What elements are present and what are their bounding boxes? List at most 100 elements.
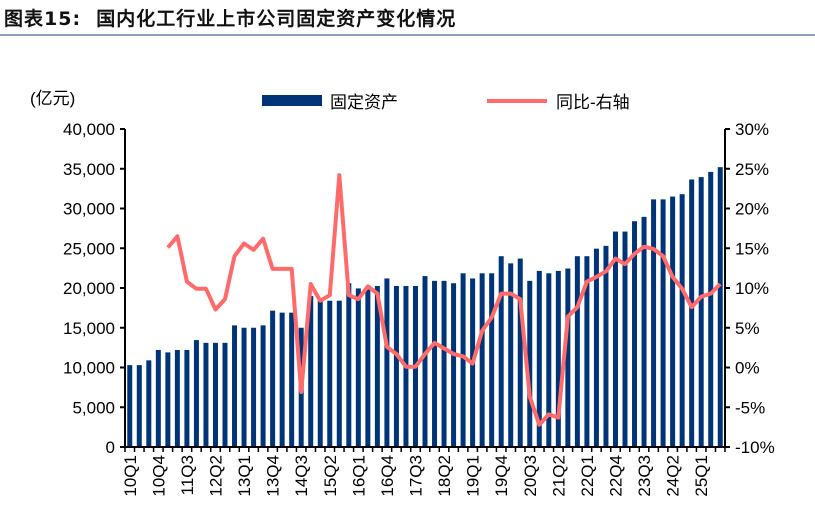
x-tick-label: 17Q3 xyxy=(406,455,425,497)
bar xyxy=(127,365,133,447)
bar xyxy=(479,273,485,447)
left-tick-label: 35,000 xyxy=(63,160,115,179)
bar xyxy=(651,199,657,447)
left-tick-label: 10,000 xyxy=(63,359,115,378)
x-tick-label: 25Q1 xyxy=(692,455,711,497)
bar xyxy=(174,350,180,447)
x-tick-label: 24Q2 xyxy=(664,455,683,497)
x-tick-label: 19Q4 xyxy=(492,455,511,497)
bar xyxy=(498,256,504,447)
bar xyxy=(460,273,466,447)
bar xyxy=(203,342,209,447)
title-divider xyxy=(0,34,815,36)
x-tick-label: 12Q2 xyxy=(206,455,225,497)
x-tick-label: 13Q4 xyxy=(264,455,283,497)
bar xyxy=(193,340,199,447)
bar xyxy=(336,300,342,447)
left-tick-label: 20,000 xyxy=(63,279,115,298)
right-tick-label: -10% xyxy=(735,438,775,457)
bar xyxy=(184,350,190,447)
x-tick-label: 20Q3 xyxy=(521,455,540,497)
x-tick-label: 10Q1 xyxy=(121,455,140,497)
bar xyxy=(136,365,142,447)
x-tick-label: 15Q2 xyxy=(321,455,340,497)
left-tick-label: 25,000 xyxy=(63,239,115,258)
bar xyxy=(393,286,399,447)
bar xyxy=(374,286,380,447)
bar xyxy=(603,245,609,447)
x-tick-label: 22Q1 xyxy=(578,455,597,497)
bar xyxy=(222,342,228,447)
unit-label: (亿元) xyxy=(30,89,75,108)
left-tick-label: 15,000 xyxy=(63,319,115,338)
bar xyxy=(384,278,390,447)
x-tick-label: 10Q4 xyxy=(149,455,168,497)
legend-bar-label: 固定资产 xyxy=(330,93,398,112)
bar xyxy=(660,199,666,447)
bar xyxy=(260,325,266,447)
bar xyxy=(527,280,533,447)
bar xyxy=(489,273,495,447)
bar xyxy=(612,231,618,447)
bar xyxy=(146,360,152,447)
left-tick-label: 5,000 xyxy=(72,398,115,417)
bar xyxy=(346,283,352,447)
bar xyxy=(241,327,247,447)
bar xyxy=(698,177,704,447)
x-tick-label: 16Q1 xyxy=(349,455,368,497)
legend-line-label: 同比-右轴 xyxy=(556,93,630,112)
bar xyxy=(584,256,590,447)
bar xyxy=(270,310,276,447)
bar xyxy=(508,263,514,447)
legend-bar-swatch xyxy=(262,95,322,106)
left-tick-label: 40,000 xyxy=(63,120,115,139)
x-tick-label: 16Q4 xyxy=(378,455,397,497)
bar xyxy=(432,280,438,447)
bar xyxy=(451,283,457,447)
bar xyxy=(622,231,628,447)
bar xyxy=(441,280,447,447)
bar xyxy=(546,273,552,447)
bar xyxy=(574,256,580,447)
bar xyxy=(517,258,523,447)
right-tick-label: 30% xyxy=(735,120,769,139)
bar xyxy=(593,248,599,447)
bar xyxy=(670,196,676,447)
bar xyxy=(289,312,295,447)
x-tick-label: 14Q3 xyxy=(292,455,311,497)
figure-title: 图表15: 国内化工行业上市公司固定资产变化情况 xyxy=(4,8,457,30)
bar xyxy=(327,300,333,447)
x-tick-label: 11Q3 xyxy=(178,455,197,495)
left-tick-label: 30,000 xyxy=(63,200,115,219)
bar xyxy=(555,270,561,447)
x-tick-label: 22Q4 xyxy=(606,455,625,497)
bar xyxy=(708,171,714,447)
bar xyxy=(717,167,723,447)
bar xyxy=(689,179,695,448)
right-tick-label: 15% xyxy=(735,239,769,258)
x-tick-label: 18Q2 xyxy=(435,455,454,497)
right-tick-label: -5% xyxy=(735,398,765,417)
bar xyxy=(279,312,285,447)
x-tick-label: 21Q2 xyxy=(549,455,568,497)
bar xyxy=(317,300,323,447)
bar xyxy=(355,288,361,447)
bar xyxy=(679,194,685,447)
right-tick-label: 0% xyxy=(735,359,760,378)
bar xyxy=(251,327,257,447)
right-tick-label: 5% xyxy=(735,319,760,338)
bar xyxy=(632,221,638,447)
x-tick-label: 13Q1 xyxy=(235,455,254,497)
bar xyxy=(641,216,647,447)
bar xyxy=(536,270,542,447)
legend: 固定资产 同比-右轴 xyxy=(262,93,630,112)
x-tick-label: 19Q1 xyxy=(464,455,483,497)
bar xyxy=(165,352,171,447)
bar xyxy=(365,286,371,447)
x-tick-label: 23Q3 xyxy=(635,455,654,497)
bar xyxy=(232,325,238,447)
bar xyxy=(565,268,571,447)
bar xyxy=(422,276,428,447)
bar xyxy=(308,295,314,447)
